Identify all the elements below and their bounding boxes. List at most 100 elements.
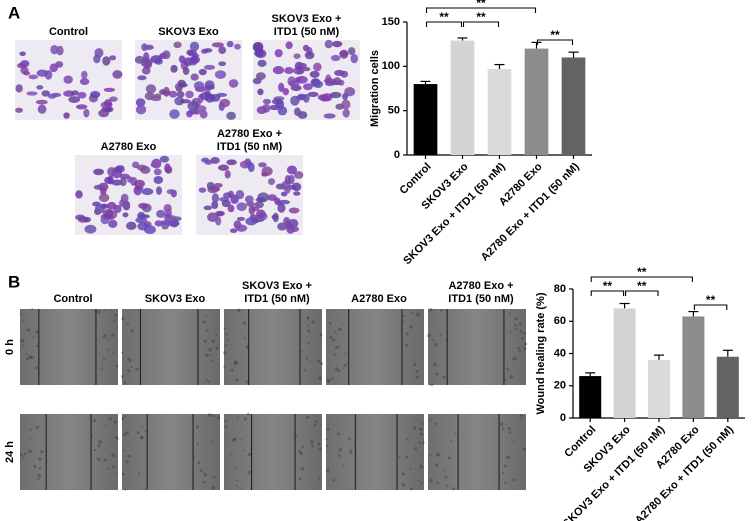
cell (19, 51, 26, 57)
cell (16, 62, 27, 69)
texture (25, 353, 28, 356)
texture (502, 471, 505, 474)
texture (215, 346, 219, 350)
texture (121, 317, 125, 321)
texture (401, 319, 404, 322)
texture (429, 454, 432, 457)
texture (421, 423, 424, 426)
texture (233, 363, 236, 366)
cell (211, 42, 224, 48)
texture (230, 453, 232, 456)
texture (442, 375, 446, 379)
texture (342, 367, 345, 369)
cell (154, 220, 163, 227)
texture (102, 334, 107, 339)
cell (144, 92, 155, 101)
cell (163, 204, 172, 213)
cell (235, 189, 245, 200)
cell (206, 181, 215, 190)
bar (613, 308, 636, 418)
wound-image (19, 414, 119, 490)
texture (305, 357, 308, 360)
cell (168, 90, 178, 98)
y-tick-label: 20 (554, 380, 566, 392)
texture (197, 349, 200, 351)
cell (63, 112, 70, 119)
cell (236, 216, 246, 222)
cell (68, 96, 81, 103)
texture (523, 331, 527, 335)
texture (37, 477, 40, 480)
texture (335, 367, 339, 371)
texture (207, 381, 210, 384)
cell (193, 81, 205, 90)
cell (288, 207, 300, 214)
cell (296, 69, 304, 74)
wound-bg (20, 309, 118, 385)
texture (208, 349, 211, 352)
texture (432, 339, 435, 342)
texture (409, 325, 413, 329)
texture (224, 419, 227, 423)
cell (293, 191, 301, 196)
texture (26, 357, 30, 361)
texture (419, 464, 423, 469)
texture (233, 437, 237, 441)
texture (300, 350, 303, 353)
cell (15, 107, 23, 113)
texture (332, 479, 336, 482)
texture (123, 415, 127, 418)
cell (186, 49, 194, 56)
texture (503, 378, 507, 382)
cell (75, 104, 88, 110)
cell (329, 91, 342, 99)
cell (156, 209, 166, 218)
texture (412, 426, 417, 430)
texture (233, 360, 238, 364)
texture (121, 351, 124, 354)
row-label: 24 h (4, 441, 16, 463)
texture (331, 377, 334, 380)
texture (326, 468, 330, 473)
cell (102, 209, 114, 219)
texture (436, 453, 440, 457)
texture (224, 344, 228, 347)
texture (28, 355, 31, 358)
texture (197, 461, 201, 464)
cell (285, 220, 292, 230)
cell (154, 58, 163, 65)
image-caption: ITD1 (50 nM) (217, 141, 283, 153)
texture (236, 416, 239, 419)
texture (116, 472, 119, 474)
cell (47, 93, 57, 99)
cell (278, 82, 285, 93)
texture (223, 327, 226, 330)
texture (37, 473, 42, 478)
significance-bracket (693, 304, 728, 310)
texture (33, 464, 37, 469)
texture (523, 347, 526, 350)
cell (173, 41, 182, 49)
cell (137, 75, 147, 81)
texture (211, 485, 216, 490)
texture (311, 445, 314, 448)
texture (123, 433, 127, 437)
texture (235, 378, 239, 382)
cell (255, 197, 266, 203)
cell (84, 224, 97, 234)
cell (286, 165, 298, 175)
cell (135, 216, 148, 224)
texture (206, 329, 209, 332)
texture (298, 477, 302, 481)
texture (211, 339, 215, 343)
significance-label: ** (476, 0, 486, 10)
texture (443, 469, 446, 472)
texture (439, 334, 442, 337)
cell (342, 108, 350, 118)
texture (520, 414, 523, 417)
cell (111, 179, 123, 186)
texture (338, 448, 342, 452)
texture (232, 438, 236, 442)
wound-bg (428, 414, 526, 490)
texture (97, 457, 101, 461)
